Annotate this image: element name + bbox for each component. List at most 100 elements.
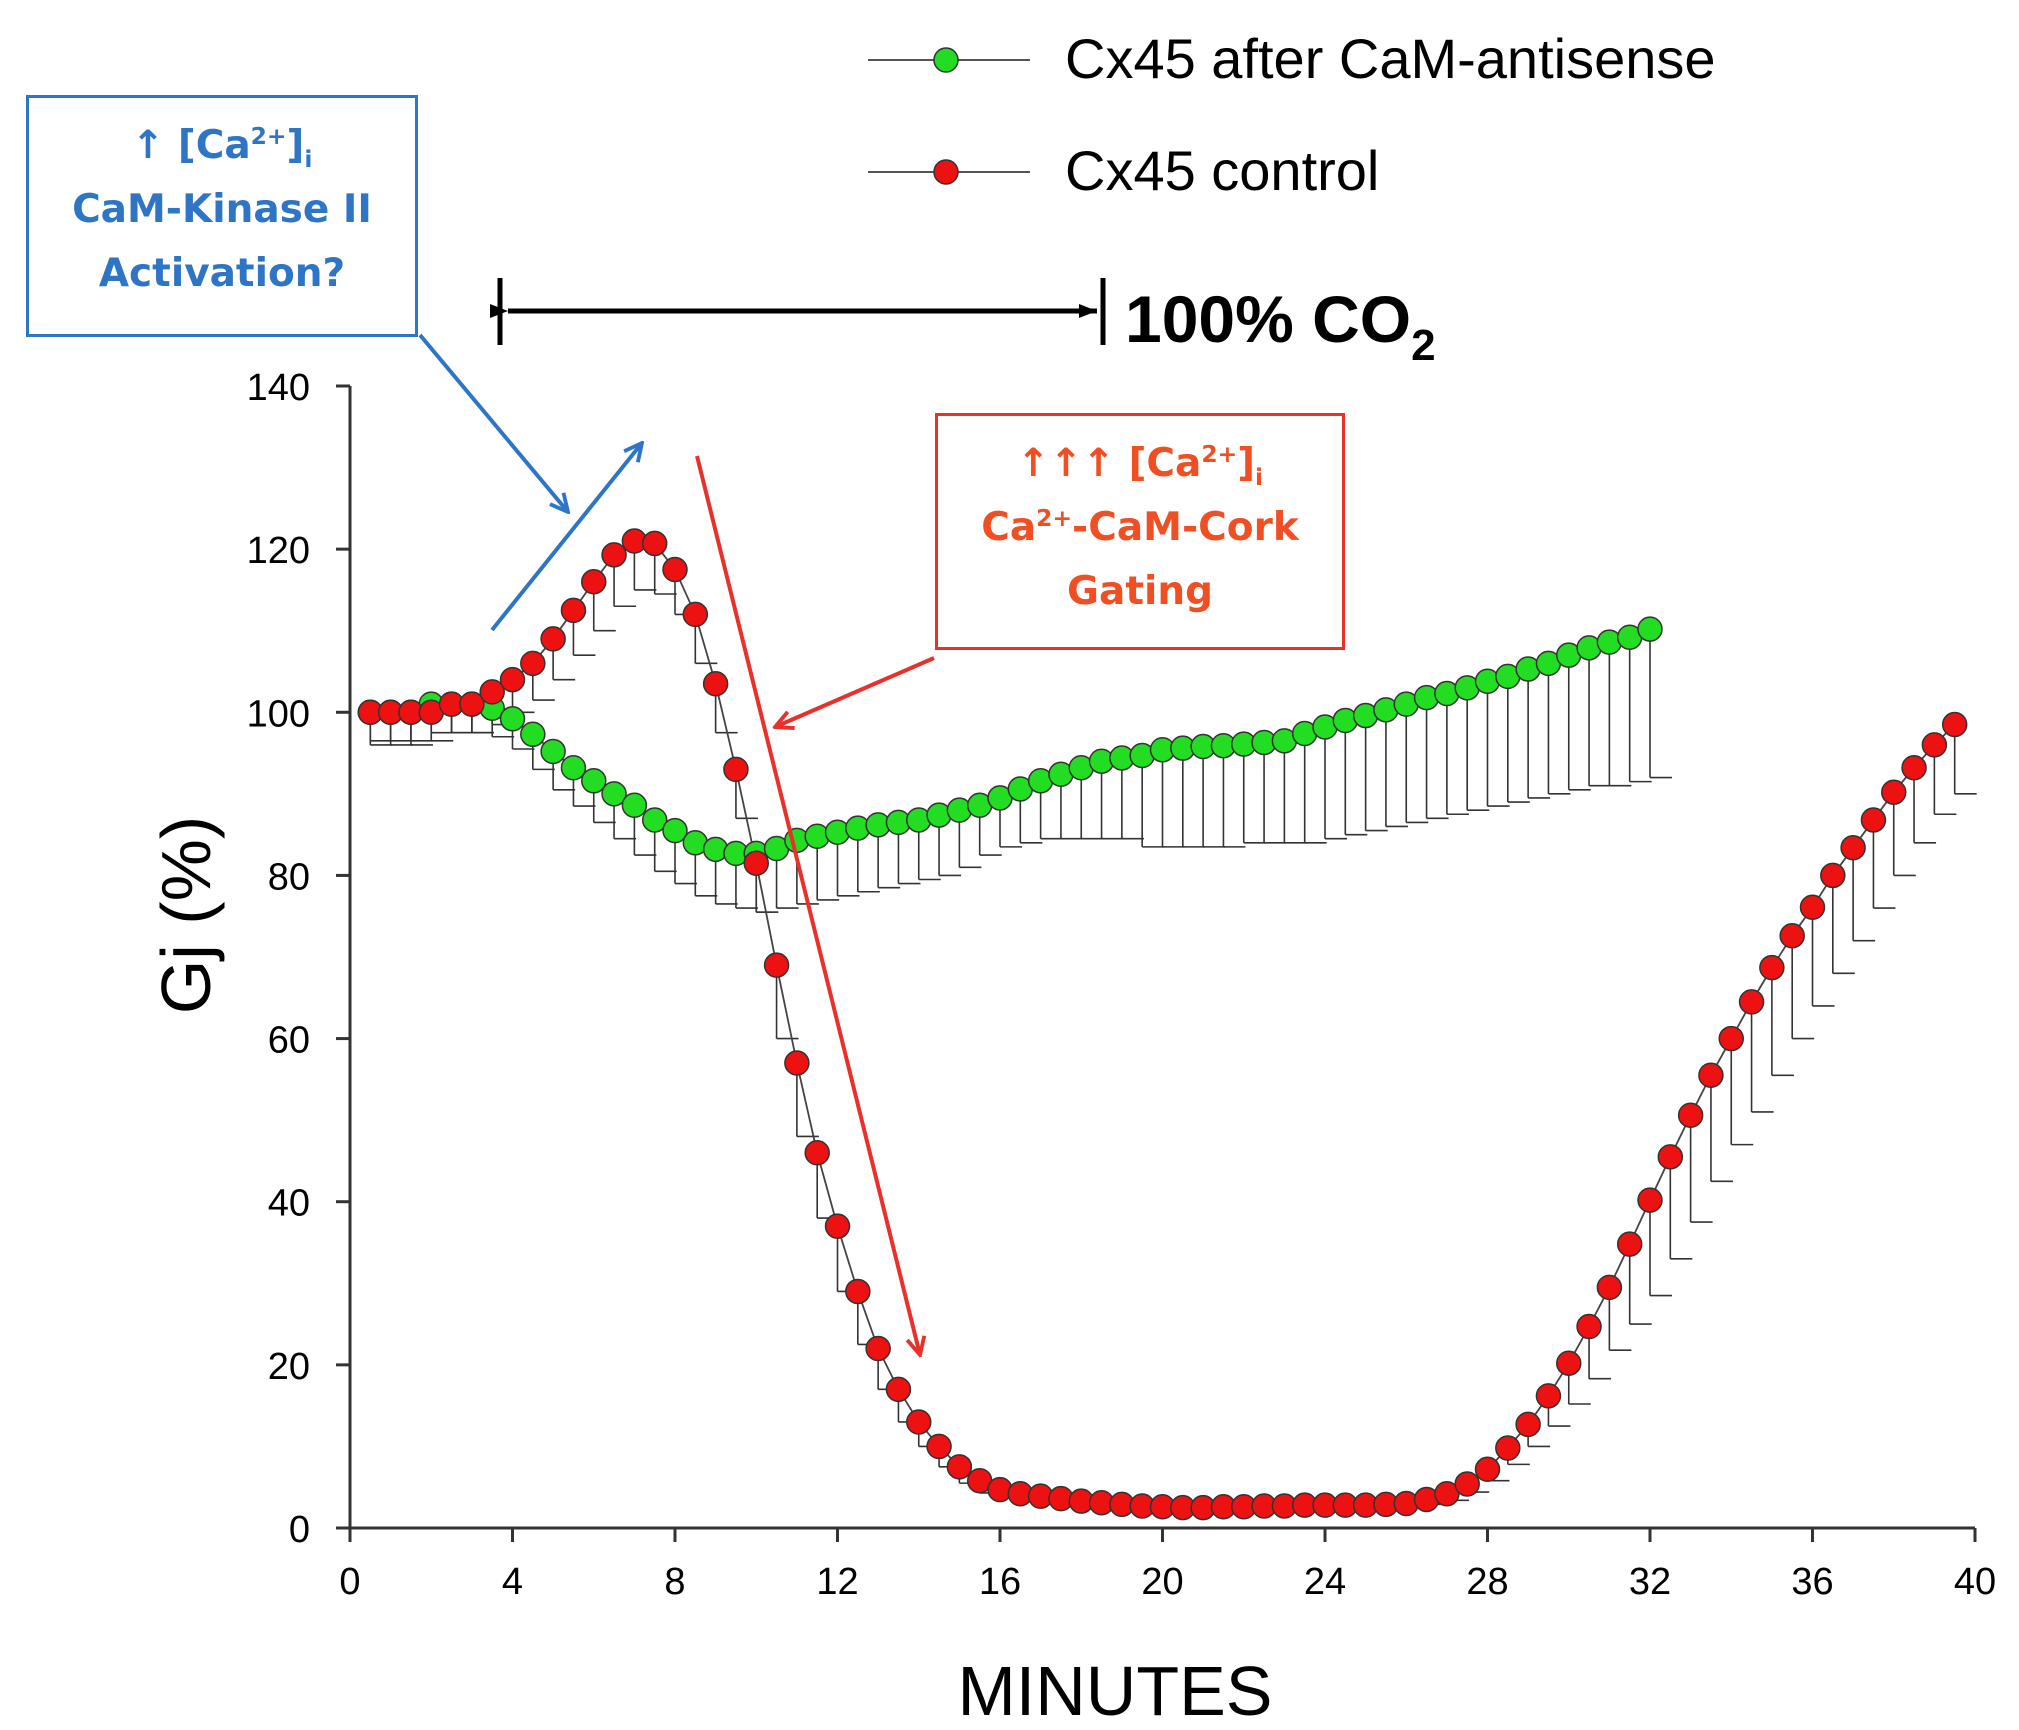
x-tick-label: 0 (339, 1561, 360, 1603)
data-point-antisense (1637, 616, 1663, 642)
y-tick-label: 120 (247, 530, 310, 572)
x-tick-label: 4 (502, 1561, 523, 1603)
data-point-control (1454, 1471, 1480, 1497)
co2-subscript: 2 (1411, 321, 1435, 370)
legend-label-control: Cx45 control (1065, 139, 1379, 202)
data-point-control (865, 1335, 891, 1362)
data-point-control (1759, 954, 1785, 981)
data-point-antisense (560, 755, 587, 781)
data-point-control (1616, 1231, 1643, 1257)
red-box-line-1: ↑↑↑ [Ca2+]i (1016, 440, 1264, 491)
data-point-control (1881, 779, 1907, 805)
data-point-control (1901, 755, 1927, 781)
y-tick-label: 60 (268, 1020, 310, 1062)
data-point-control (560, 597, 587, 624)
data-point-control (1596, 1274, 1623, 1301)
x-tick-label: 16 (979, 1561, 1021, 1603)
cork-gating-annotation-box: ↑↑↑ [Ca2+]i Ca2+-CaM-Cork Gating (935, 413, 1345, 650)
data-point-control (1677, 1102, 1704, 1128)
data-point-control (906, 1409, 932, 1435)
legend-label-antisense: Cx45 after CaM-antisense (1065, 27, 1716, 90)
legend-marker-antisense (933, 47, 959, 73)
data-point-control (1637, 1187, 1663, 1213)
blue-pointer-arrow (418, 333, 568, 512)
data-point-control (946, 1454, 973, 1480)
data-point-control (824, 1213, 851, 1239)
x-tick-label: 32 (1629, 1561, 1671, 1603)
x-tick-label: 40 (1954, 1561, 1996, 1603)
legend-marker-control (933, 159, 959, 185)
y-tick-label: 140 (247, 367, 310, 409)
data-point-antisense (641, 807, 668, 833)
data-point-control (1515, 1411, 1541, 1438)
data-point-control (1535, 1383, 1562, 1409)
y-tick-label: 40 (268, 1183, 310, 1225)
data-point-antisense (662, 817, 688, 844)
series-line-control (370, 540, 1956, 1509)
y-tick-label: 20 (268, 1346, 310, 1388)
blue-box-line-2: CaM-Kinase II (72, 187, 372, 232)
data-point-control (763, 952, 790, 978)
data-point-control (1576, 1313, 1602, 1340)
data-point-control (479, 679, 505, 705)
data-point-control (540, 626, 566, 652)
series-line-antisense (370, 628, 1651, 855)
data-point-control (1860, 807, 1887, 833)
legend: Cx45 after CaM-antisense Cx45 control (868, 27, 1716, 202)
data-point-control (1718, 1025, 1744, 1052)
data-point-antisense (499, 706, 526, 732)
data-point-control (885, 1376, 912, 1403)
series-points (357, 528, 1968, 1521)
y-axis-label: Gj (%) (147, 816, 225, 1014)
blue-box-line-1: ↑ [Ca2+]i (131, 122, 313, 173)
y-tick-label: 0 (289, 1509, 310, 1551)
data-point-control (1840, 834, 1866, 861)
data-point-control (1921, 732, 1948, 758)
data-point-antisense (520, 721, 546, 748)
data-point-antisense (601, 781, 627, 807)
data-point-control (1434, 1480, 1460, 1507)
x-tick-label: 36 (1791, 1561, 1833, 1603)
x-tick-label: 24 (1304, 1561, 1346, 1603)
data-point-control (1799, 894, 1826, 920)
data-point-antisense (581, 768, 607, 794)
data-point-control (1698, 1062, 1724, 1089)
red-box-line-3: Gating (1066, 569, 1214, 614)
blue-rise-arrow (490, 443, 642, 632)
data-point-control (926, 1433, 952, 1460)
error-bars (369, 540, 1977, 1513)
data-point-control (723, 756, 749, 783)
data-point-control (1820, 862, 1846, 889)
co2-interval: 100% CO2 (490, 278, 1436, 370)
data-point-control (499, 666, 526, 693)
calmodulin-kinase-annotation-box: ↑ [Ca2+]i CaM-Kinase II Activation? (26, 95, 418, 337)
data-point-control (1738, 989, 1765, 1015)
data-point-control (1779, 923, 1805, 949)
data-point-control (682, 601, 709, 628)
y-tick-label: 100 (247, 693, 310, 735)
data-point-control (702, 670, 729, 697)
data-point-control (641, 530, 668, 557)
data-point-control (581, 569, 607, 595)
data-point-control (1556, 1350, 1582, 1376)
red-box-line-2: Ca2+-CaM-Cork (981, 504, 1299, 550)
data-point-control (1495, 1435, 1521, 1461)
series-lines (370, 540, 1956, 1509)
x-tick-label: 28 (1466, 1561, 1508, 1603)
red-fall-arrow (695, 455, 920, 1355)
x-tick-label: 8 (664, 1561, 685, 1603)
axes: 0 20 40 60 80 100 120 140 0 4 8 12 16 20 24 28 32 36 40 (247, 367, 1997, 1603)
data-point-antisense (540, 738, 566, 765)
data-point-control (804, 1140, 830, 1166)
x-tick-label: 12 (816, 1561, 858, 1603)
y-tick-label: 80 (268, 856, 310, 898)
data-point-control (1941, 711, 1968, 738)
co2-label: 100% CO2 (1125, 282, 1436, 370)
data-point-control (459, 691, 485, 717)
x-axis-label: MINUTES (958, 1652, 1273, 1730)
data-point-control (601, 542, 627, 568)
data-point-control (1474, 1456, 1501, 1483)
data-point-antisense (621, 792, 648, 819)
red-pointer-arrow (775, 656, 935, 727)
